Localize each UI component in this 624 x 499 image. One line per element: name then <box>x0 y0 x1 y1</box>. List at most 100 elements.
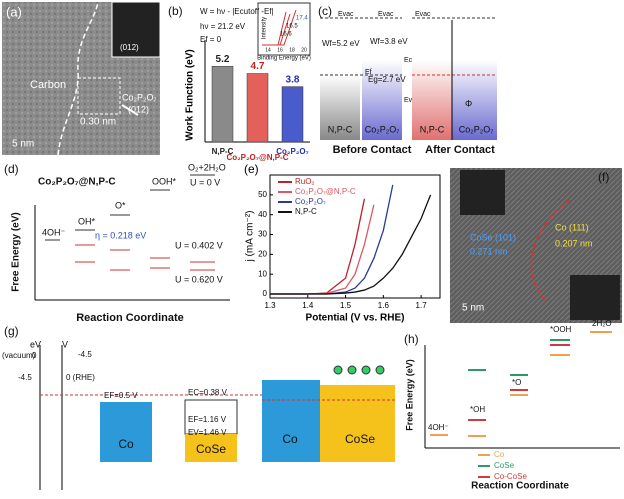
data-label: 5.2 <box>216 54 230 65</box>
label: O₂+2H₂O <box>188 162 226 172</box>
y-tick-label: 0 <box>263 289 268 298</box>
label: Φ <box>465 98 472 108</box>
label: Co <box>494 450 505 459</box>
label: (h) <box>404 332 419 346</box>
data-label: 3.8 <box>286 74 300 85</box>
label: 0.207 nm <box>555 238 593 248</box>
label: (b) <box>168 4 183 18</box>
label: 5 nm <box>12 139 34 150</box>
label: Free Energy (eV) <box>404 359 414 431</box>
label: O* <box>115 200 126 210</box>
legend-label: Co₂P₂O₇ <box>295 197 326 206</box>
label: 5 nm <box>462 303 484 314</box>
label: 16 <box>277 47 283 53</box>
label: Co₂P₂O₇ <box>459 124 494 134</box>
label: W = hν - |Ecutoff -Ef| <box>200 7 274 16</box>
layout <box>2 1 622 490</box>
series-line <box>270 204 375 295</box>
label: Binding Energy (eV) <box>257 56 311 62</box>
label: (c) <box>318 4 332 18</box>
label: After Contact <box>425 144 495 156</box>
label: (012) <box>128 104 149 114</box>
label: *OOH <box>550 325 572 334</box>
x-tick-label: Co₂P₂O₇ <box>276 147 309 156</box>
series-line <box>270 198 366 295</box>
label: (012) <box>120 43 139 52</box>
label: Reaction Coordinate <box>76 312 184 324</box>
label: N,P-C <box>420 124 445 134</box>
bar <box>281 86 304 143</box>
y-tick-label: 40 <box>258 210 267 219</box>
bar <box>211 65 234 143</box>
label: Evac <box>338 11 354 18</box>
label: 16.5 <box>286 24 298 30</box>
x-tick-label: Co₂P₂O₇@N,P-C <box>226 153 288 162</box>
label: hν = 21.2 eV <box>200 22 246 31</box>
label: 20 <box>301 47 307 53</box>
label: 18 <box>289 47 295 53</box>
legend-label: N,P-C <box>295 207 317 216</box>
y-tick-label: 20 <box>258 249 267 258</box>
label: 16.6 <box>280 32 292 38</box>
label: CoSe <box>196 442 226 456</box>
x-tick-label: 1.4 <box>302 301 314 310</box>
label: 4OH⁻ <box>42 227 66 237</box>
label: U = 0 V <box>190 177 220 187</box>
x-tick-label: N,P-C <box>212 147 234 156</box>
label: Ef = 0 <box>200 35 222 44</box>
data-label: 4.7 <box>251 61 265 72</box>
label: Evac <box>378 11 394 18</box>
label: CoSe <box>494 461 515 470</box>
y-tick-label: 50 <box>258 190 267 199</box>
label: -4.5 <box>18 373 32 382</box>
label: 0.271 nm <box>470 246 508 256</box>
label: Co₂P₂O₇ <box>122 92 157 102</box>
label: EF=1.16 V <box>188 415 227 424</box>
y-axis-title: j (mA cm⁻²) <box>245 211 256 263</box>
label: (d) <box>4 162 19 176</box>
label: *OH <box>470 405 485 414</box>
label: EC=0.38 V <box>188 388 228 397</box>
label: Carbon <box>30 79 66 91</box>
label: V <box>62 339 68 349</box>
label: 0 <box>32 351 37 360</box>
label: 2H₂O <box>592 319 612 328</box>
label: U = 0.402 V <box>175 240 223 250</box>
label: 14 <box>265 47 271 53</box>
x-tick-label: 1.5 <box>340 301 352 310</box>
label: CoSe <box>345 432 375 446</box>
label: (a) <box>6 4 22 19</box>
panel-label: (e) <box>244 162 259 176</box>
label: Intensity <box>262 17 268 39</box>
label: OH* <box>78 216 96 226</box>
label: Eg=2.7 eV <box>368 75 406 84</box>
label: 17.4 <box>296 16 308 22</box>
label: Co <box>282 432 298 446</box>
label: OOH* <box>152 176 177 186</box>
label: Co <box>118 437 134 451</box>
label: 0.30 nm <box>80 117 116 128</box>
y-axis-title: Work Function (eV) <box>185 49 196 140</box>
x-axis-title: Potential (V vs. RHE) <box>306 313 405 324</box>
label: Reaction Coordinate <box>471 481 569 492</box>
label: Co₂P₂O₇ <box>365 124 400 134</box>
label: Ec <box>404 57 413 64</box>
label: eV <box>30 339 41 349</box>
label: (vacuum) <box>2 351 36 360</box>
plot-frame <box>269 174 441 299</box>
label: Before Contact <box>333 144 412 156</box>
label: EF=0.5 V <box>104 391 138 400</box>
label: CoSe (101) <box>470 232 516 242</box>
legend-label: RuO₂ <box>295 177 315 186</box>
series-line <box>270 194 432 295</box>
label: Wf=5.2 eV <box>322 39 360 48</box>
x-tick-label: 1.7 <box>416 301 428 310</box>
label: *O <box>512 378 521 387</box>
label: 4OH⁻ <box>428 423 449 432</box>
label: EV=1.46 V <box>188 428 227 437</box>
label: Ev <box>404 97 413 104</box>
label: Co (111) <box>555 222 589 232</box>
label: -4.5 <box>78 350 92 359</box>
y-tick-label: 10 <box>258 269 267 278</box>
